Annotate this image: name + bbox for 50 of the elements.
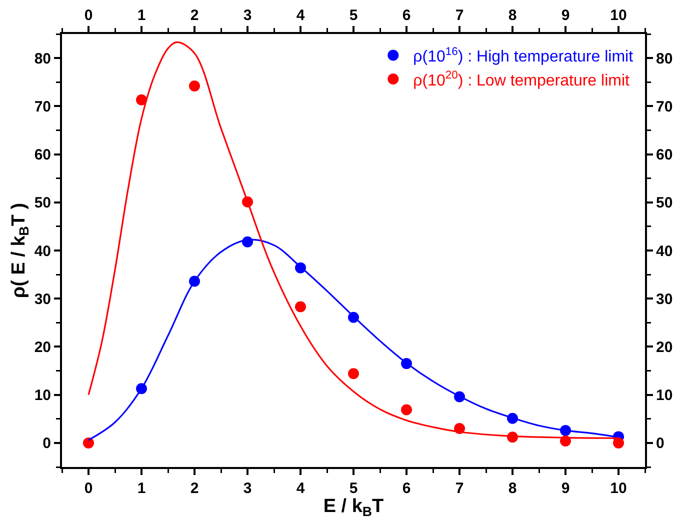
x2-tick-label: 6 — [402, 480, 411, 497]
x-tick-label: 9 — [561, 7, 570, 24]
x-tick-label: 0 — [84, 7, 93, 24]
y-tick-label: 50 — [34, 194, 51, 212]
x-tick-label: 4 — [296, 7, 306, 24]
x2-tick-label: 10 — [610, 480, 627, 497]
legend-label: ρ(10$^{16}$) : High temperature limit — [413, 46, 634, 66]
y-tick-label: 10 — [34, 387, 51, 404]
y2-tick-label: 80 — [656, 50, 673, 68]
y-tick-label: 70 — [34, 98, 51, 116]
x2-tick-label: 4 — [296, 480, 306, 497]
x2-tick-label: 3 — [243, 480, 252, 497]
y-tick-label: 20 — [34, 338, 51, 356]
y2-tick-label: 30 — [656, 290, 673, 308]
point — [136, 94, 147, 106]
point — [613, 437, 624, 448]
x-tick-label: 5 — [349, 7, 358, 24]
x-tick-label: 8 — [508, 7, 517, 24]
x-tick-label: 3 — [243, 7, 252, 24]
x2-tick-label: 2 — [190, 480, 199, 497]
y2-tick-label: 40 — [656, 242, 673, 260]
x-axis-title: E / k$_{B}$T — [323, 496, 384, 519]
x-tick-label: 1 — [137, 7, 146, 24]
y2-tick-label: 20 — [656, 338, 673, 356]
point — [348, 368, 359, 380]
x2-tick-label: 9 — [561, 480, 570, 497]
y-tick-label: 80 — [34, 50, 51, 68]
y2-tick-label: 50 — [656, 194, 673, 212]
y-tick-label: 0 — [42, 435, 51, 452]
x2-tick-label: 7 — [455, 480, 464, 497]
x2-tick-label: 8 — [508, 480, 517, 497]
x2-tick-label: 1 — [137, 480, 146, 497]
y-tick-label: 30 — [34, 290, 51, 308]
x2-tick-label: 5 — [349, 480, 358, 497]
point — [83, 437, 94, 448]
point — [295, 301, 306, 312]
y2-tick-label: 10 — [656, 387, 673, 404]
point — [401, 404, 412, 416]
legend-label: ρ(10$^{20}$) : Low temperature limit — [413, 70, 630, 90]
y2-tick-label: 70 — [656, 98, 673, 116]
y-tick-label: 40 — [34, 242, 51, 260]
x-tick-label: 7 — [455, 7, 464, 24]
x2-tick-label: 0 — [84, 480, 93, 497]
point — [189, 80, 200, 92]
x-tick-label: 10 — [610, 7, 627, 24]
y2-tick-label: 60 — [656, 146, 673, 164]
y2-tick-label: 0 — [656, 435, 664, 452]
x-tick-label: 6 — [402, 7, 411, 24]
y-tick-label: 60 — [34, 146, 51, 164]
x-tick-label: 2 — [190, 7, 199, 24]
